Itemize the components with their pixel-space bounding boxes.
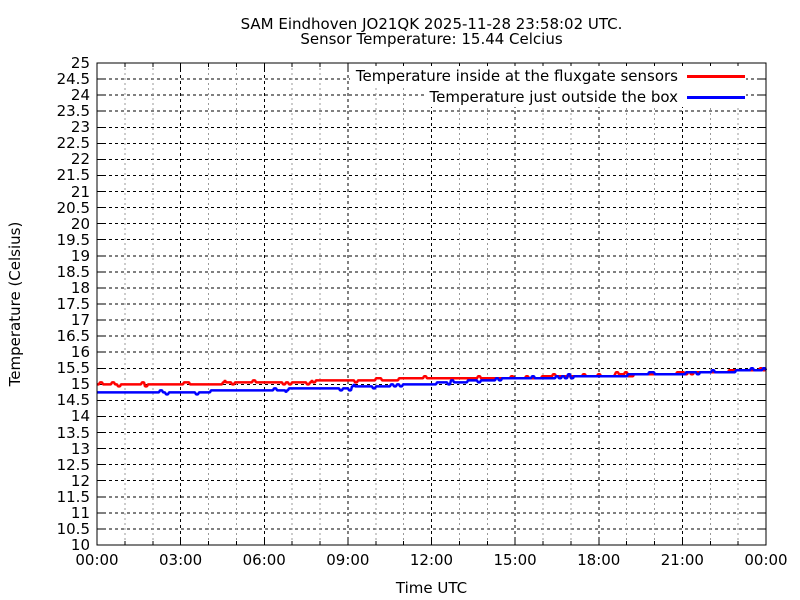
y-tick-label: 12 (70, 471, 90, 490)
y-tick-label: 20 (70, 214, 90, 233)
y-tick-label: 25 (70, 54, 90, 72)
chart-title: SAM Eindhoven JO21QK 2025-11-28 23:58:02… (240, 15, 623, 33)
y-tick-label: 10.5 (56, 519, 90, 538)
legend-entry-1: Temperature just outside the box (423, 87, 746, 107)
legend-line-swatch (687, 74, 745, 78)
x-tick-label: 21:00 (660, 551, 704, 569)
y-tick-label: 20.5 (56, 198, 90, 217)
chart-subtitle: Sensor Temperature: 15.44 Celcius (300, 30, 563, 48)
x-tick-label: 15:00 (493, 551, 537, 569)
y-tick-label: 21.5 (56, 166, 90, 185)
gridlines (97, 63, 766, 545)
y-tick-label: 21 (70, 182, 90, 201)
legend-entry-0: Temperature inside at the fluxgate senso… (349, 66, 746, 86)
series-line-1 (97, 367, 768, 396)
y-tick-label: 15 (70, 375, 90, 394)
y-tick-label: 11 (70, 503, 90, 522)
y-tick-label: 19 (70, 246, 90, 265)
y-tick-label: 18 (70, 278, 90, 297)
y-tick-label: 19.5 (56, 230, 90, 249)
y-tick-label: 16.5 (56, 327, 90, 346)
legend-line-swatch (687, 95, 745, 99)
y-tick-label: 14.5 (56, 391, 90, 410)
y-tick-label: 12.5 (56, 455, 90, 474)
legend-label: Temperature inside at the fluxgate senso… (355, 67, 678, 85)
y-tick-label: 10 (70, 536, 90, 554)
y-tick-label: 23.5 (56, 102, 90, 121)
data-series (97, 367, 768, 396)
y-tick-label: 23 (70, 118, 90, 137)
y-tick-label: 15.5 (56, 359, 90, 378)
x-tick-label: 09:00 (326, 551, 370, 569)
x-tick-label: 18:00 (577, 551, 621, 569)
y-tick-label: 22.5 (56, 134, 90, 153)
y-tick-label: 17 (70, 311, 90, 330)
y-tick-label: 24 (70, 86, 90, 105)
x-tick-label: 03:00 (159, 551, 203, 569)
y-tick-label: 22 (70, 150, 90, 169)
x-axis-title: Time UTC (395, 579, 468, 597)
x-tick-label: 12:00 (409, 551, 454, 569)
legend: Temperature inside at the fluxgate senso… (349, 66, 746, 108)
y-tick-label: 18.5 (56, 262, 90, 281)
y-tick-label: 17.5 (56, 295, 90, 313)
y-tick-label: 11.5 (56, 487, 90, 506)
x-tick-label: 00:00 (744, 551, 788, 569)
y-tick-label: 24.5 (56, 70, 90, 89)
x-tick-label: 06:00 (242, 551, 286, 569)
y-tick-label: 13 (70, 439, 90, 458)
y-tick-label: 16 (70, 343, 90, 362)
legend-label: Temperature just outside the box (429, 88, 679, 106)
x-tick-label: 00:00 (75, 551, 119, 569)
y-tick-label: 14 (70, 407, 90, 426)
y-tick-label: 13.5 (56, 423, 90, 442)
plot-border (96, 62, 767, 546)
